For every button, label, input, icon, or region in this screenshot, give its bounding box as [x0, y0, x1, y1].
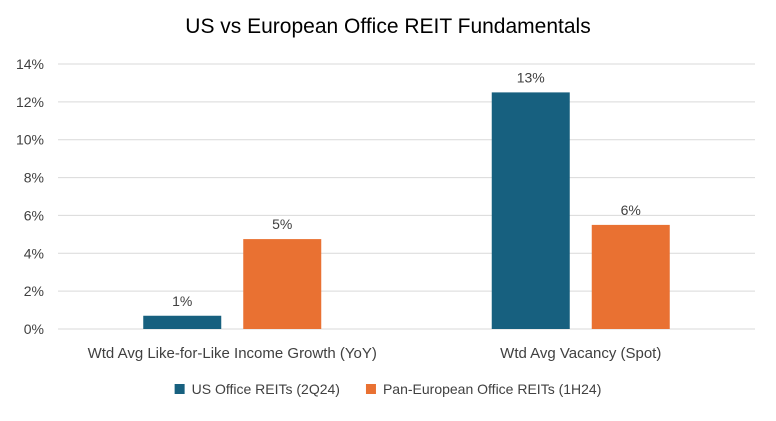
y-tick-label: 8%: [24, 170, 44, 186]
bar: [143, 315, 222, 329]
x-category-label: Wtd Avg Vacancy (Spot): [500, 345, 661, 362]
y-tick-label: 0%: [24, 321, 44, 337]
y-tick-label: 4%: [24, 245, 44, 261]
legend: US Office REITs (2Q24) Pan-European Offic…: [174, 381, 601, 397]
chart-title: US vs European Office REIT Fundamentals: [185, 15, 590, 38]
legend-label: Pan-European Office REITs (1H24): [383, 381, 601, 397]
gridlines: [58, 63, 755, 330]
legend-swatch: [365, 384, 376, 394]
legend-item: Pan-European Office REITs (1H24): [365, 381, 601, 397]
data-label: 1%: [172, 293, 192, 309]
y-tick-label: 14%: [16, 56, 44, 72]
x-axis-category-labels: Wtd Avg Like-for-Like Income Growth (YoY…: [88, 345, 662, 362]
data-label: 5%: [272, 216, 292, 232]
bar: [591, 224, 670, 329]
y-tick-label: 12%: [16, 94, 44, 110]
y-tick-label: 10%: [16, 132, 44, 148]
y-tick-label: 6%: [24, 207, 44, 223]
bars: [143, 92, 670, 330]
legend-label: US Office REITs (2Q24): [192, 381, 340, 397]
bar: [243, 239, 322, 329]
y-axis-tick-labels: 0% 2% 4% 6% 8% 10% 12% 14%: [16, 56, 44, 337]
legend-item: US Office REITs (2Q24): [174, 381, 340, 397]
x-category-label: Wtd Avg Like-for-Like Income Growth (YoY…: [88, 345, 377, 362]
data-label: 6%: [621, 202, 641, 218]
legend-swatch: [174, 384, 185, 394]
data-labels: 1% 5% 13% 6%: [172, 69, 641, 308]
bar: [491, 92, 570, 330]
data-label: 13%: [517, 69, 545, 85]
y-tick-label: 2%: [24, 283, 44, 299]
